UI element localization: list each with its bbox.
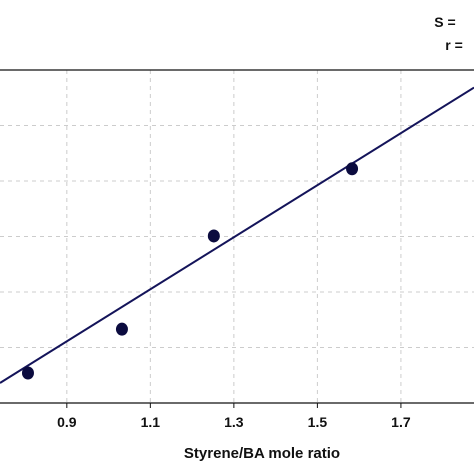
x-axis-label: Styrene/BA mole ratio [184,445,340,462]
point [346,162,359,176]
x-tick-label: 1.1 [141,414,161,430]
point [21,366,34,380]
point [207,229,220,243]
x-tick-label: 1.5 [308,414,328,430]
annotation: S = [434,14,455,30]
point [115,322,128,336]
x-tick-label: 1.7 [391,414,411,430]
x-tick-label: 1.3 [224,414,244,430]
fit-line [0,86,474,384]
annotation: r = [445,37,463,53]
x-tick-label: 0.9 [57,414,77,430]
